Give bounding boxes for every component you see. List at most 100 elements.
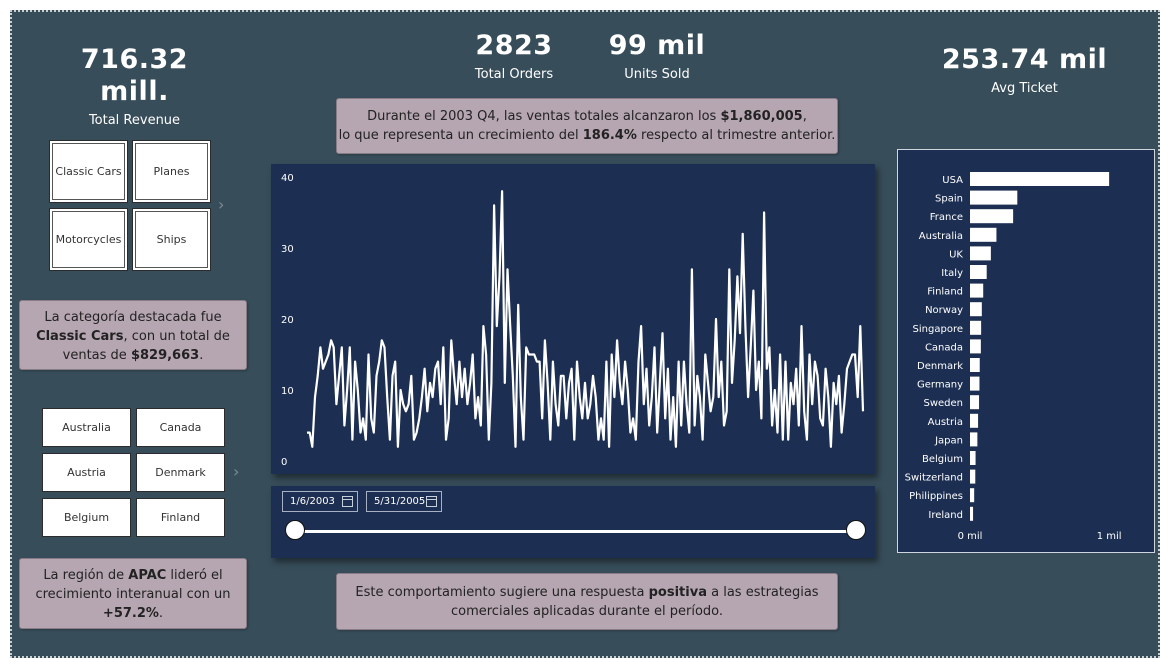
callout-text: La categoría destacada fue xyxy=(44,310,222,325)
dashboard-canvas: 716.32 mill. Total Revenue 2823 Total Or… xyxy=(10,10,1160,658)
category-label: Switzerland xyxy=(905,473,963,484)
category-label: Denmark xyxy=(917,361,963,372)
bar[interactable] xyxy=(970,451,976,465)
end-date-input[interactable]: 5/31/2005 xyxy=(366,491,442,512)
kpi-label: Total Orders xyxy=(474,67,554,82)
end-date-value: 5/31/2005 xyxy=(374,496,426,507)
bar[interactable] xyxy=(970,172,1110,186)
y-tick-label: 30 xyxy=(281,244,294,255)
bar[interactable] xyxy=(970,339,981,354)
callout-highlight: $1,860,005 xyxy=(720,109,803,124)
sales-series-line xyxy=(307,190,865,448)
callout-highlight: Classic Cars xyxy=(36,329,124,344)
callout-text: . xyxy=(158,606,164,621)
kpi-label: Total Revenue xyxy=(88,113,181,128)
callout-text: La región de xyxy=(43,568,129,583)
kpi-value: 2823 xyxy=(475,30,553,61)
callout-highlight: $829,663 xyxy=(130,348,200,363)
callout-text: a las estrategias xyxy=(706,585,819,600)
start-date-value: 1/6/2003 xyxy=(290,496,335,507)
category-label: Germany xyxy=(917,380,963,391)
bar[interactable] xyxy=(970,506,974,521)
callout-text: ventas de xyxy=(62,348,131,363)
callout-text: Este comportamiento sugiere una respuest… xyxy=(355,585,649,600)
callout-highlight: APAC xyxy=(128,568,167,583)
callout-text: comerciales aplicadas durante el período… xyxy=(450,604,724,619)
kpi-units-sold: 99 mil Units Sold xyxy=(607,30,707,82)
kpi-label: Units Sold xyxy=(624,67,690,82)
date-range-slicer: 1/6/2003 5/31/2005 xyxy=(271,486,875,558)
bar[interactable] xyxy=(970,413,979,428)
bar[interactable] xyxy=(970,469,976,484)
category-label: Belgium xyxy=(922,454,963,465)
kpi-value: 716.32 mill. xyxy=(80,44,189,107)
y-tick-label: 40 xyxy=(281,173,294,184)
slider-handle-start[interactable] xyxy=(285,520,305,540)
bar[interactable] xyxy=(970,190,1018,205)
sales-line-chart[interactable]: 0 10 20 30 40 xyxy=(271,164,875,474)
slicer-item-planes[interactable]: Planes xyxy=(132,140,211,203)
bar[interactable] xyxy=(970,395,980,410)
callout-text: respecto al trimestre anterior. xyxy=(636,128,836,143)
line-chart-svg: 0 10 20 30 40 xyxy=(281,173,865,468)
bar[interactable] xyxy=(970,265,987,279)
callout-text: . xyxy=(199,348,204,363)
bar[interactable] xyxy=(970,283,984,298)
category-label: Italy xyxy=(941,268,963,279)
bar[interactable] xyxy=(970,302,982,317)
slider-handle-end[interactable] xyxy=(846,520,866,540)
bar[interactable] xyxy=(970,358,980,372)
calendar-icon[interactable] xyxy=(426,496,437,507)
chevron-right-icon[interactable]: › xyxy=(233,462,240,481)
bar[interactable] xyxy=(970,488,975,503)
insight-callout-category: La categoría destacada fue Classic Cars,… xyxy=(19,300,247,370)
category-label: UK xyxy=(949,249,963,260)
slider-track[interactable] xyxy=(295,530,856,533)
calendar-icon[interactable] xyxy=(342,496,353,507)
slicer-item-austria[interactable]: Austria xyxy=(42,453,131,492)
bar-chart-svg: USA Spain France Australia UK Italy Finland Nor… xyxy=(905,172,1122,542)
callout-text: Durante el 2003 Q4, las ventas totales a… xyxy=(367,109,721,124)
slicer-item-finland[interactable]: Finland xyxy=(136,498,225,537)
category-label: Singapore xyxy=(913,324,963,335)
start-date-input[interactable]: 1/6/2003 xyxy=(282,491,358,512)
y-tick-label: 0 xyxy=(281,457,287,468)
x-tick-label: 1 mil xyxy=(1097,531,1122,542)
category-label: Canada xyxy=(925,342,963,353)
callout-highlight: 186.4% xyxy=(582,128,637,143)
slicer-item-australia[interactable]: Australia xyxy=(42,408,131,447)
category-label: France xyxy=(930,212,963,223)
insight-callout-top: Durante el 2003 Q4, las ventas totales a… xyxy=(336,98,838,154)
kpi-value: 253.74 mil xyxy=(941,44,1108,75)
bar[interactable] xyxy=(970,227,997,242)
category-label: Sweden xyxy=(923,398,963,409)
category-label: Japan xyxy=(934,435,963,446)
slicer-item-canada[interactable]: Canada xyxy=(136,408,225,447)
callout-text: , con un total de xyxy=(123,329,230,344)
bar[interactable] xyxy=(970,209,1014,224)
slicer-item-belgium[interactable]: Belgium xyxy=(42,498,131,537)
bar[interactable] xyxy=(970,432,978,447)
kpi-value: 99 mil xyxy=(608,30,706,61)
chevron-right-icon[interactable]: › xyxy=(218,195,225,214)
bar[interactable] xyxy=(970,320,982,335)
slicer-item-ships[interactable]: Ships xyxy=(132,208,211,271)
callout-highlight: positiva xyxy=(648,585,707,600)
kpi-avg-ticket: 253.74 mil Avg Ticket xyxy=(932,44,1117,96)
insight-callout-bottom: Este comportamiento sugiere una respuest… xyxy=(336,573,838,630)
category-label: Finland xyxy=(927,287,963,298)
bar[interactable] xyxy=(970,376,980,391)
kpi-total-revenue: 716.32 mill. Total Revenue xyxy=(42,44,227,128)
slicer-item-motorcycles[interactable]: Motorcycles xyxy=(49,208,128,271)
category-label: Austria xyxy=(928,417,963,428)
slicer-item-classic-cars[interactable]: Classic Cars xyxy=(49,140,128,203)
x-tick-label: 0 mil xyxy=(958,531,983,542)
category-label: USA xyxy=(942,175,963,186)
callout-text: crecimiento interanual con un xyxy=(35,587,231,602)
callout-highlight: +57.2% xyxy=(102,606,159,621)
slicer-item-denmark[interactable]: Denmark xyxy=(136,453,225,492)
bar[interactable] xyxy=(970,246,991,261)
country-bar-chart[interactable]: USA Spain France Australia UK Italy Finland Nor… xyxy=(897,149,1155,553)
kpi-total-orders: 2823 Total Orders xyxy=(464,30,564,82)
category-label: Spain xyxy=(935,194,963,205)
